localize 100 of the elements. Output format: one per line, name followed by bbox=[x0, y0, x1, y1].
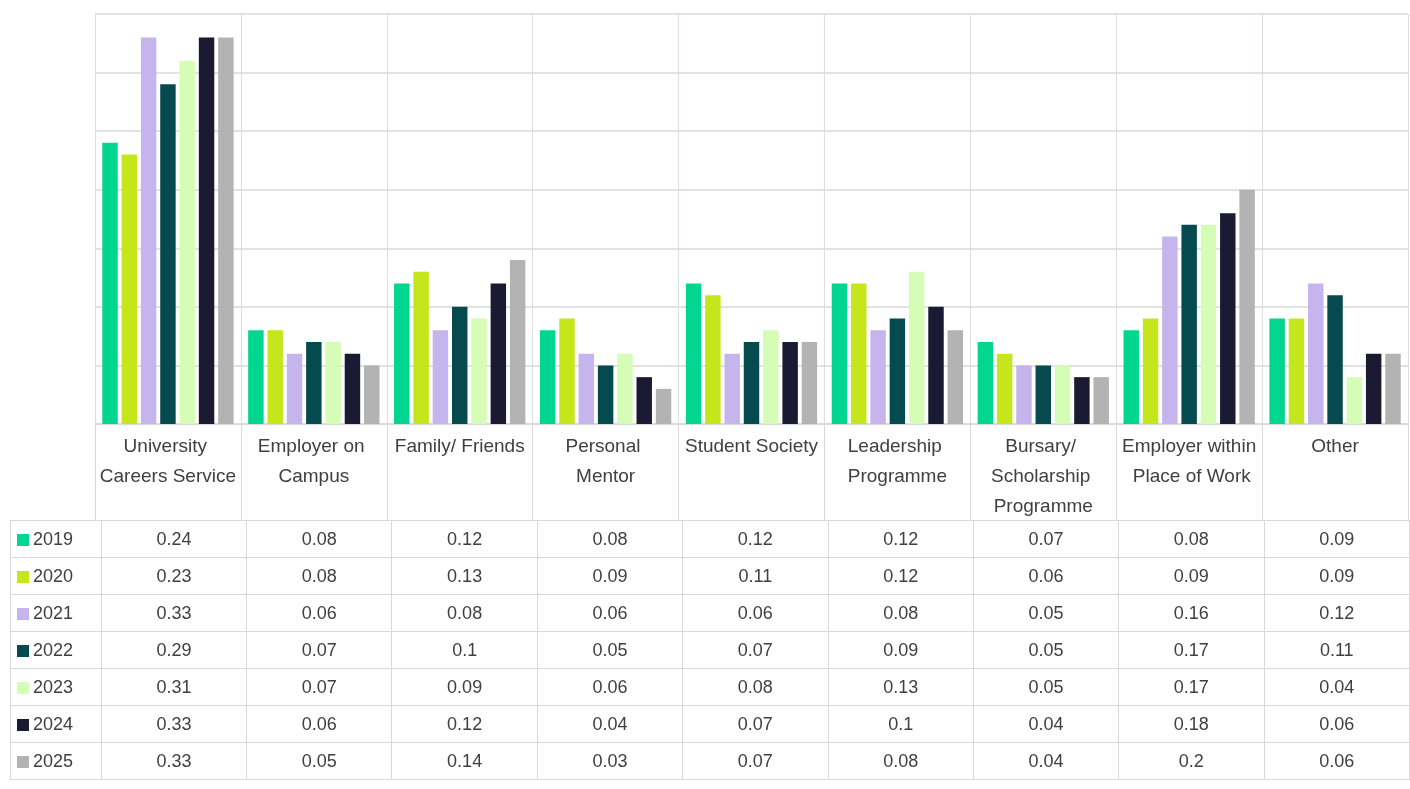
bar bbox=[977, 342, 994, 424]
data-label: 0.07 bbox=[682, 631, 828, 669]
data-label: 0.08 bbox=[391, 594, 538, 632]
bar bbox=[685, 283, 702, 424]
x-tick-label: Bursary/ Scholarship Programme bbox=[991, 434, 1096, 516]
bar bbox=[490, 283, 507, 424]
data-label: 0.11 bbox=[1264, 631, 1410, 669]
data-label: 0.33 bbox=[101, 594, 247, 632]
data-label: 0.23 bbox=[101, 557, 247, 595]
data-label: 0.06 bbox=[537, 594, 683, 632]
data-label: 0.05 bbox=[973, 631, 1119, 669]
bar bbox=[1308, 283, 1324, 424]
bar bbox=[743, 342, 760, 424]
bar bbox=[1162, 236, 1178, 424]
bar bbox=[1016, 365, 1032, 424]
data-label: 0.14 bbox=[391, 742, 538, 780]
bar bbox=[394, 283, 410, 424]
data-label: 0.07 bbox=[246, 668, 392, 706]
bar bbox=[364, 365, 380, 424]
bar bbox=[851, 283, 867, 424]
bar bbox=[452, 306, 468, 424]
bar bbox=[889, 318, 906, 424]
data-label: 0.13 bbox=[391, 557, 538, 595]
bar bbox=[1327, 295, 1343, 424]
data-label: 0.04 bbox=[537, 705, 683, 743]
data-label: 0.08 bbox=[828, 742, 974, 780]
data-label: 0.07 bbox=[682, 705, 828, 743]
data-label: 0.09 bbox=[828, 631, 974, 669]
data-label: 0.09 bbox=[1264, 557, 1410, 595]
bar bbox=[724, 353, 740, 424]
bar bbox=[1200, 224, 1217, 424]
data-label: 0.08 bbox=[828, 594, 974, 632]
bar bbox=[996, 353, 1013, 424]
x-tick-label: Employer within Place of Work bbox=[1122, 434, 1257, 486]
bar bbox=[801, 342, 818, 424]
data-label: 0.06 bbox=[682, 594, 828, 632]
data-label: 0.08 bbox=[1118, 520, 1265, 558]
data-label: 0.07 bbox=[682, 742, 828, 780]
bar bbox=[763, 330, 779, 424]
legend-label: 2024 bbox=[10, 705, 102, 743]
bar bbox=[1288, 318, 1305, 424]
bar bbox=[782, 342, 798, 424]
bar bbox=[947, 330, 964, 424]
data-label: 0.05 bbox=[973, 668, 1119, 706]
data-label: 0.06 bbox=[1264, 705, 1410, 743]
data-label: 0.12 bbox=[682, 520, 828, 558]
bar bbox=[509, 260, 526, 424]
data-label: 0.08 bbox=[246, 520, 392, 558]
bar bbox=[121, 154, 138, 424]
bar bbox=[1220, 213, 1236, 424]
bar bbox=[831, 283, 848, 424]
bar bbox=[617, 353, 633, 424]
data-label: 0.17 bbox=[1118, 668, 1265, 706]
data-label: 0.08 bbox=[246, 557, 392, 595]
data-label: 0.17 bbox=[1118, 631, 1265, 669]
bar bbox=[432, 330, 449, 424]
data-label: 0.12 bbox=[828, 557, 974, 595]
bar bbox=[1181, 224, 1197, 424]
data-label: 0.12 bbox=[391, 705, 538, 743]
data-label: 0.1 bbox=[391, 631, 538, 669]
bar bbox=[1346, 377, 1363, 424]
bar bbox=[160, 84, 176, 424]
data-label: 0.05 bbox=[537, 631, 683, 669]
bar bbox=[344, 353, 361, 424]
data-label: 0.13 bbox=[828, 668, 974, 706]
bar bbox=[1093, 377, 1109, 424]
data-label: 0.2 bbox=[1118, 742, 1265, 780]
bar bbox=[655, 388, 672, 424]
bar bbox=[306, 342, 322, 424]
data-label: 0.12 bbox=[828, 520, 974, 558]
data-label: 0.04 bbox=[1264, 668, 1410, 706]
data-label: 0.16 bbox=[1118, 594, 1265, 632]
bar bbox=[179, 60, 195, 424]
data-label: 0.09 bbox=[1118, 557, 1265, 595]
bar bbox=[413, 271, 429, 424]
legend-label: 2022 bbox=[10, 631, 102, 669]
data-label: 0.12 bbox=[391, 520, 538, 558]
legend-label: 2023 bbox=[10, 668, 102, 706]
bar bbox=[471, 318, 487, 424]
bar bbox=[325, 342, 341, 424]
data-label: 0.11 bbox=[682, 557, 828, 595]
data-label: 0.09 bbox=[391, 668, 538, 706]
data-label: 0.12 bbox=[1264, 594, 1410, 632]
bar bbox=[636, 377, 652, 424]
bar bbox=[1269, 318, 1285, 424]
legend-label: 2019 bbox=[10, 520, 102, 558]
bar bbox=[1074, 377, 1090, 424]
data-label: 0.08 bbox=[682, 668, 828, 706]
bar bbox=[539, 330, 556, 424]
bar bbox=[578, 353, 595, 424]
data-label: 0.06 bbox=[1264, 742, 1410, 780]
bar bbox=[248, 330, 264, 424]
x-tick-label: Student Society bbox=[684, 434, 819, 456]
legend-label: 2020 bbox=[10, 557, 102, 595]
data-label: 0.07 bbox=[973, 520, 1119, 558]
bar bbox=[267, 330, 283, 424]
bar bbox=[1365, 353, 1382, 424]
x-tick-label: Personal Mentor bbox=[565, 434, 646, 486]
x-tick-label: Employer on Campus bbox=[257, 434, 370, 486]
bar bbox=[140, 37, 157, 424]
